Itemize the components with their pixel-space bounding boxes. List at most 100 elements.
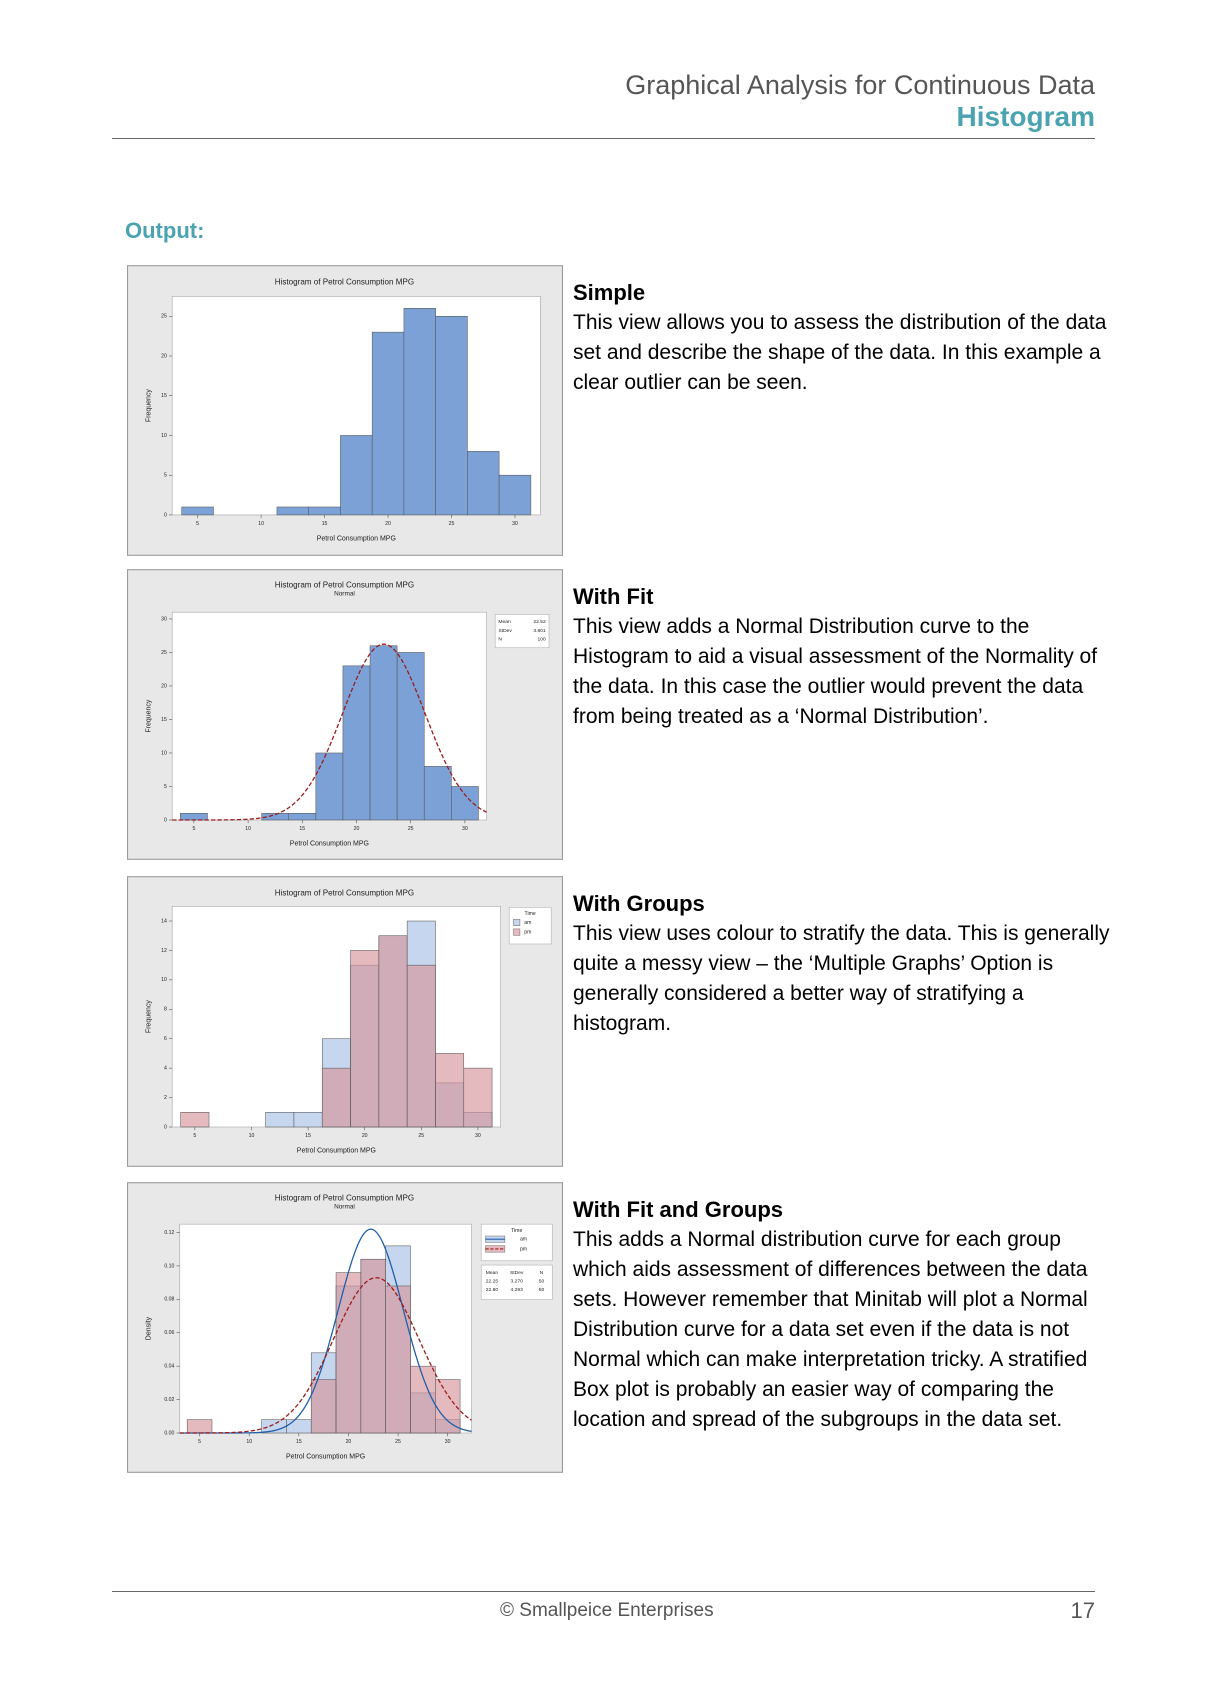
histogram-bar (315, 752, 344, 821)
x-tick-label: 30 (475, 1133, 481, 1139)
histogram-bar (360, 1258, 386, 1434)
chart-title: Histogram of Petrol Consumption MPG (275, 278, 414, 287)
stats-value: 4.293 (511, 1287, 524, 1293)
y-tick-label: 0 (164, 1124, 167, 1130)
panel-paragraph: This view adds a Normal Distribution cur… (573, 615, 1098, 728)
legend-label: am (524, 920, 531, 926)
y-tick-label: 0 (164, 817, 167, 823)
y-tick-label: 10 (161, 977, 167, 983)
fit-curve (172, 643, 487, 821)
page-number: 17 (1070, 1598, 1095, 1623)
footer-rule (112, 1591, 1095, 1592)
panel-text: With Groups This view uses colour to str… (573, 889, 1113, 1039)
histogram-chart: Histogram of Petrol Consumption MPG Norma… (127, 569, 563, 860)
histogram-bar (406, 964, 436, 1128)
y-tick-label: 30 (161, 616, 167, 622)
chart-subtitle: Normal (334, 1204, 355, 1211)
histogram-bar (308, 506, 341, 516)
y-tick-label: 20 (161, 683, 167, 689)
y-tick-label: 25 (161, 314, 167, 320)
x-tick-label: 10 (245, 826, 251, 832)
header-subtitle: Histogram (956, 101, 1095, 132)
stats-table: Mean 22.52 StDev 3.801 N 100 (494, 614, 550, 649)
histogram-bar (385, 1285, 411, 1434)
stats-header: Mean (486, 1270, 499, 1276)
y-tick-label: 10 (161, 433, 167, 439)
stats-label: N (498, 636, 502, 642)
legend-title: Time (525, 911, 536, 917)
y-tick-label: 15 (161, 393, 167, 399)
panel-text: Simple This view allows you to assess th… (573, 278, 1113, 398)
legend-label: am (520, 1237, 527, 1243)
chart-title: Histogram of Petrol Consumption MPG (275, 1193, 414, 1202)
histogram-bar (180, 1112, 210, 1128)
stats-value: 50 (539, 1279, 545, 1285)
histogram-bar (396, 652, 425, 821)
histogram-bar (276, 506, 309, 516)
x-tick-label: 5 (193, 1133, 196, 1139)
histogram-bar (369, 645, 398, 821)
panel-heading: With Fit and Groups (573, 1197, 783, 1222)
histogram-chart: Histogram of Petrol Consumption MPG Petro… (127, 265, 563, 556)
stats-label: Mean (498, 619, 511, 625)
histogram-chart: Histogram of Petrol Consumption MPG Norma… (127, 1182, 563, 1473)
histogram-bar (288, 813, 317, 821)
stats-value: 50 (539, 1287, 545, 1293)
panel-heading: With Groups (573, 891, 705, 916)
panel-paragraph: This adds a Normal distribution curve fo… (573, 1228, 1088, 1431)
x-tick-label: 15 (299, 826, 305, 832)
legend-label: pm (524, 930, 531, 936)
x-tick-label: 10 (246, 1439, 252, 1445)
x-tick-label: 20 (385, 521, 391, 527)
x-tick-label: 5 (192, 826, 195, 832)
histogram-bar (451, 786, 479, 821)
y-tick-label: 20 (161, 353, 167, 359)
histogram-bar (498, 474, 532, 516)
legend-title: Time (511, 1228, 522, 1234)
y-tick-label: 0.12 (164, 1230, 174, 1236)
y-tick-label: 0.08 (164, 1297, 174, 1303)
histogram-bar (310, 1379, 337, 1434)
histogram-bar (340, 435, 373, 516)
y-tick-label: 4 (164, 1066, 167, 1072)
histogram-bar (265, 1112, 295, 1128)
x-axis-label: Petrol Consumption MPG (290, 841, 369, 848)
stats-value: 3.270 (511, 1279, 524, 1285)
histogram-bar (335, 1272, 362, 1434)
legend: Time am pm Mean StDev N 22.25 3.270 50 22.80 4.293… (480, 1223, 553, 1300)
y-axis-label: Frequency (145, 1000, 152, 1034)
histogram-bar (181, 506, 214, 516)
panel-heading: With Fit (573, 584, 654, 609)
x-tick-label: 30 (462, 826, 468, 832)
histogram-bar (435, 1053, 465, 1128)
legend-swatch (513, 928, 521, 936)
stats-value: 100 (538, 636, 546, 642)
x-tick-label: 10 (249, 1133, 255, 1139)
y-tick-label: 5 (164, 473, 167, 479)
x-tick-label: 25 (395, 1439, 401, 1445)
histogram-bar (342, 665, 371, 821)
y-tick-label: 2 (164, 1095, 167, 1101)
chart-subtitle: Normal (334, 591, 355, 598)
legend-label: pm (520, 1246, 527, 1252)
y-tick-label: 6 (164, 1036, 167, 1042)
histogram-bar (463, 1067, 493, 1128)
y-tick-label: 0.04 (164, 1364, 174, 1370)
y-tick-label: 25 (161, 650, 167, 656)
panel-heading: Simple (573, 280, 646, 305)
histogram-bar (321, 1067, 351, 1128)
fit-curve (179, 1277, 472, 1434)
histogram-bar (378, 935, 408, 1128)
x-tick-label: 15 (305, 1133, 311, 1139)
legend-swatch (513, 919, 521, 926)
histogram-bar (371, 331, 405, 516)
section-label: Output: (125, 218, 205, 243)
stats-label: StDev (498, 628, 512, 634)
stats-value: 22.52 (533, 619, 546, 625)
histogram-bar (286, 1419, 312, 1434)
histogram-bar (423, 766, 452, 821)
chart-title: Histogram of Petrol Consumption MPG (275, 580, 414, 589)
y-tick-label: 8 (164, 1007, 167, 1013)
y-tick-label: 0.00 (164, 1430, 174, 1436)
